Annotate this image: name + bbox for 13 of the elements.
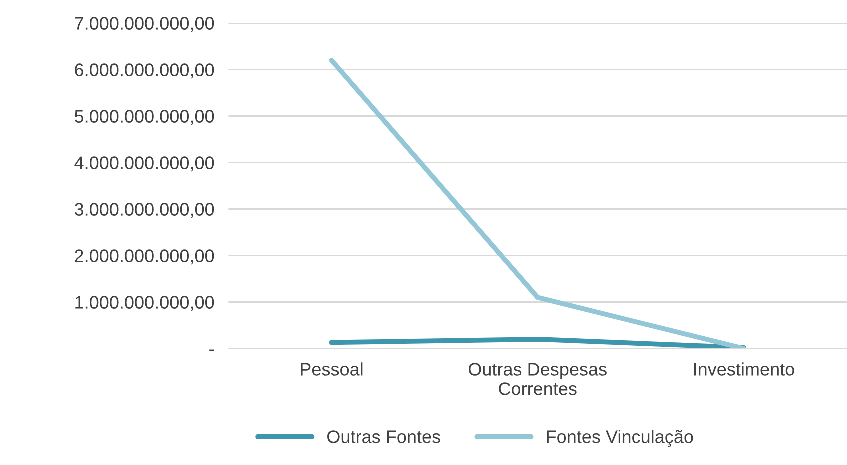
y-tick-label: 5.000.000.000,00 bbox=[74, 110, 214, 126]
x-tick-label: Investimento bbox=[694, 362, 794, 376]
x-tick-label: Outras Despesas Correntes bbox=[468, 363, 607, 396]
legend-label: Fontes Vinculação bbox=[547, 430, 694, 448]
y-tick-label: 2.000.000.000,00 bbox=[75, 250, 214, 265]
y-tick-label: 6.000.000.000,00 bbox=[75, 64, 214, 79]
y-tick-label: - bbox=[210, 350, 214, 352]
y-tick-label: 7.000.000.000,00 bbox=[75, 17, 214, 32]
y-tick-label: 4.000.000.000,00 bbox=[74, 156, 214, 172]
y-tick-label: 1.000.000.000,00 bbox=[76, 296, 214, 312]
legend-label: Outras Fontes bbox=[328, 430, 440, 444]
x-tick-label: Pessoal bbox=[301, 362, 363, 376]
y-tick-label: 3.000.000.000,00 bbox=[74, 203, 214, 218]
